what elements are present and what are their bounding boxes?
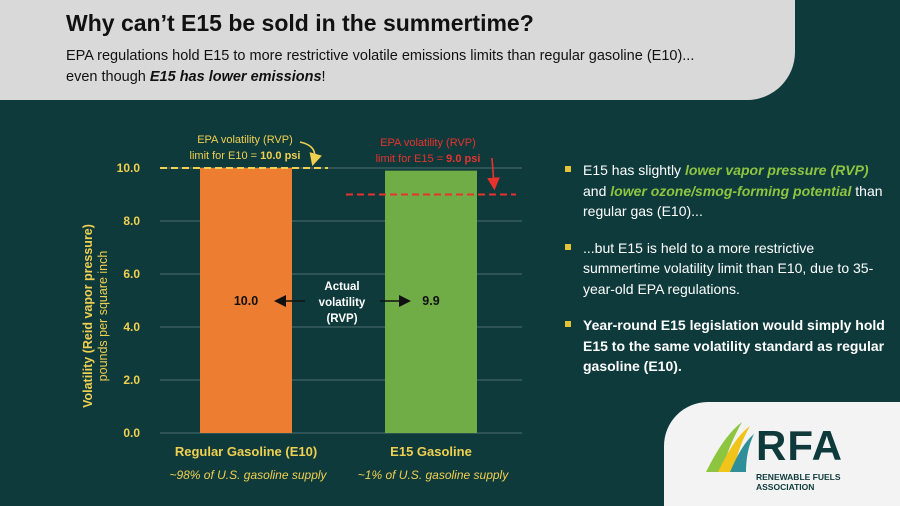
key-point-1: E15 has slightly lower vapor pressure (R…: [565, 160, 885, 222]
e10-limit-annotation-line1: EPA volatility (RVP): [197, 134, 293, 146]
rfa-logo-panel: RFA RENEWABLE FUELS ASSOCIATION: [664, 402, 900, 506]
rfa-wordmark: RFA: [756, 422, 843, 469]
category-label-0: Regular Gasoline (E10): [175, 444, 317, 459]
key-point-2: ...but E15 is held to a more restrictive…: [565, 238, 885, 300]
page-subtitle: EPA regulations hold E15 to more restric…: [66, 46, 786, 88]
actual-volatility-label-line2: volatility: [319, 297, 366, 309]
subtitle-emphasis: E15 has lower emissions: [149, 69, 322, 85]
key-point-3: Year-round E15 legislation would simply …: [565, 315, 885, 377]
rfa-swoosh-icon: [706, 422, 754, 472]
subtitle-post: !: [321, 69, 326, 85]
e15-limit-annotation-line2: limit for E15 = 9.0 psi: [376, 153, 481, 165]
subtitle-pre: even though: [66, 69, 150, 85]
bar-value-label-1: 9.9: [422, 294, 439, 308]
y-tick-label-3: 6.0: [123, 267, 140, 281]
e15-limit-annotation-line1: EPA volatility (RVP): [380, 137, 476, 149]
category-note-1: ~1% of U.S. gasoline supply: [358, 468, 509, 482]
category-note-0: ~98% of U.S. gasoline supply: [169, 468, 327, 482]
page-title: Why can’t E15 be sold in the summertime?: [66, 10, 534, 36]
e10-limit-annotation-line2: limit for E10 = 10.0 psi: [190, 150, 301, 162]
key-points: E15 has slightly lower vapor pressure (R…: [565, 160, 885, 393]
actual-volatility-label-line1: Actual: [324, 281, 359, 293]
y-tick-label-5: 10.0: [117, 161, 141, 175]
category-labels: Regular Gasoline (E10) ~98% of U.S. gasol…: [169, 444, 509, 482]
subtitle-line1: EPA regulations hold E15 to more restric…: [66, 48, 695, 64]
y-tick-label-1: 2.0: [123, 373, 140, 387]
rvp-bar-chart: 0.0 2.0 4.0 6.0 8.0 10.0 10.0 9.9 Regular Gaso…: [81, 134, 522, 482]
y-axis-label: Volatility (Reid vapor pressure): [81, 224, 95, 408]
header-banner: Why can’t E15 be sold in the summertime?…: [0, 0, 795, 100]
rfa-full-name: RENEWABLE FUELS ASSOCIATION: [756, 472, 841, 492]
e10-limit-arrow: [299, 141, 322, 167]
bar-value-label-0: 10.0: [234, 294, 258, 308]
e15-limit-arrow: [487, 157, 500, 191]
y-tick-label-0: 0.0: [123, 426, 140, 440]
actual-volatility-label-line3: (RVP): [326, 313, 357, 325]
y-tick-label-4: 8.0: [123, 214, 140, 228]
y-axis-unit-label: pounds per square inch: [96, 251, 110, 382]
y-tick-label-2: 4.0: [123, 320, 140, 334]
y-tick-labels: 0.0 2.0 4.0 6.0 8.0 10.0: [117, 161, 141, 440]
category-label-1: E15 Gasoline: [390, 444, 472, 459]
